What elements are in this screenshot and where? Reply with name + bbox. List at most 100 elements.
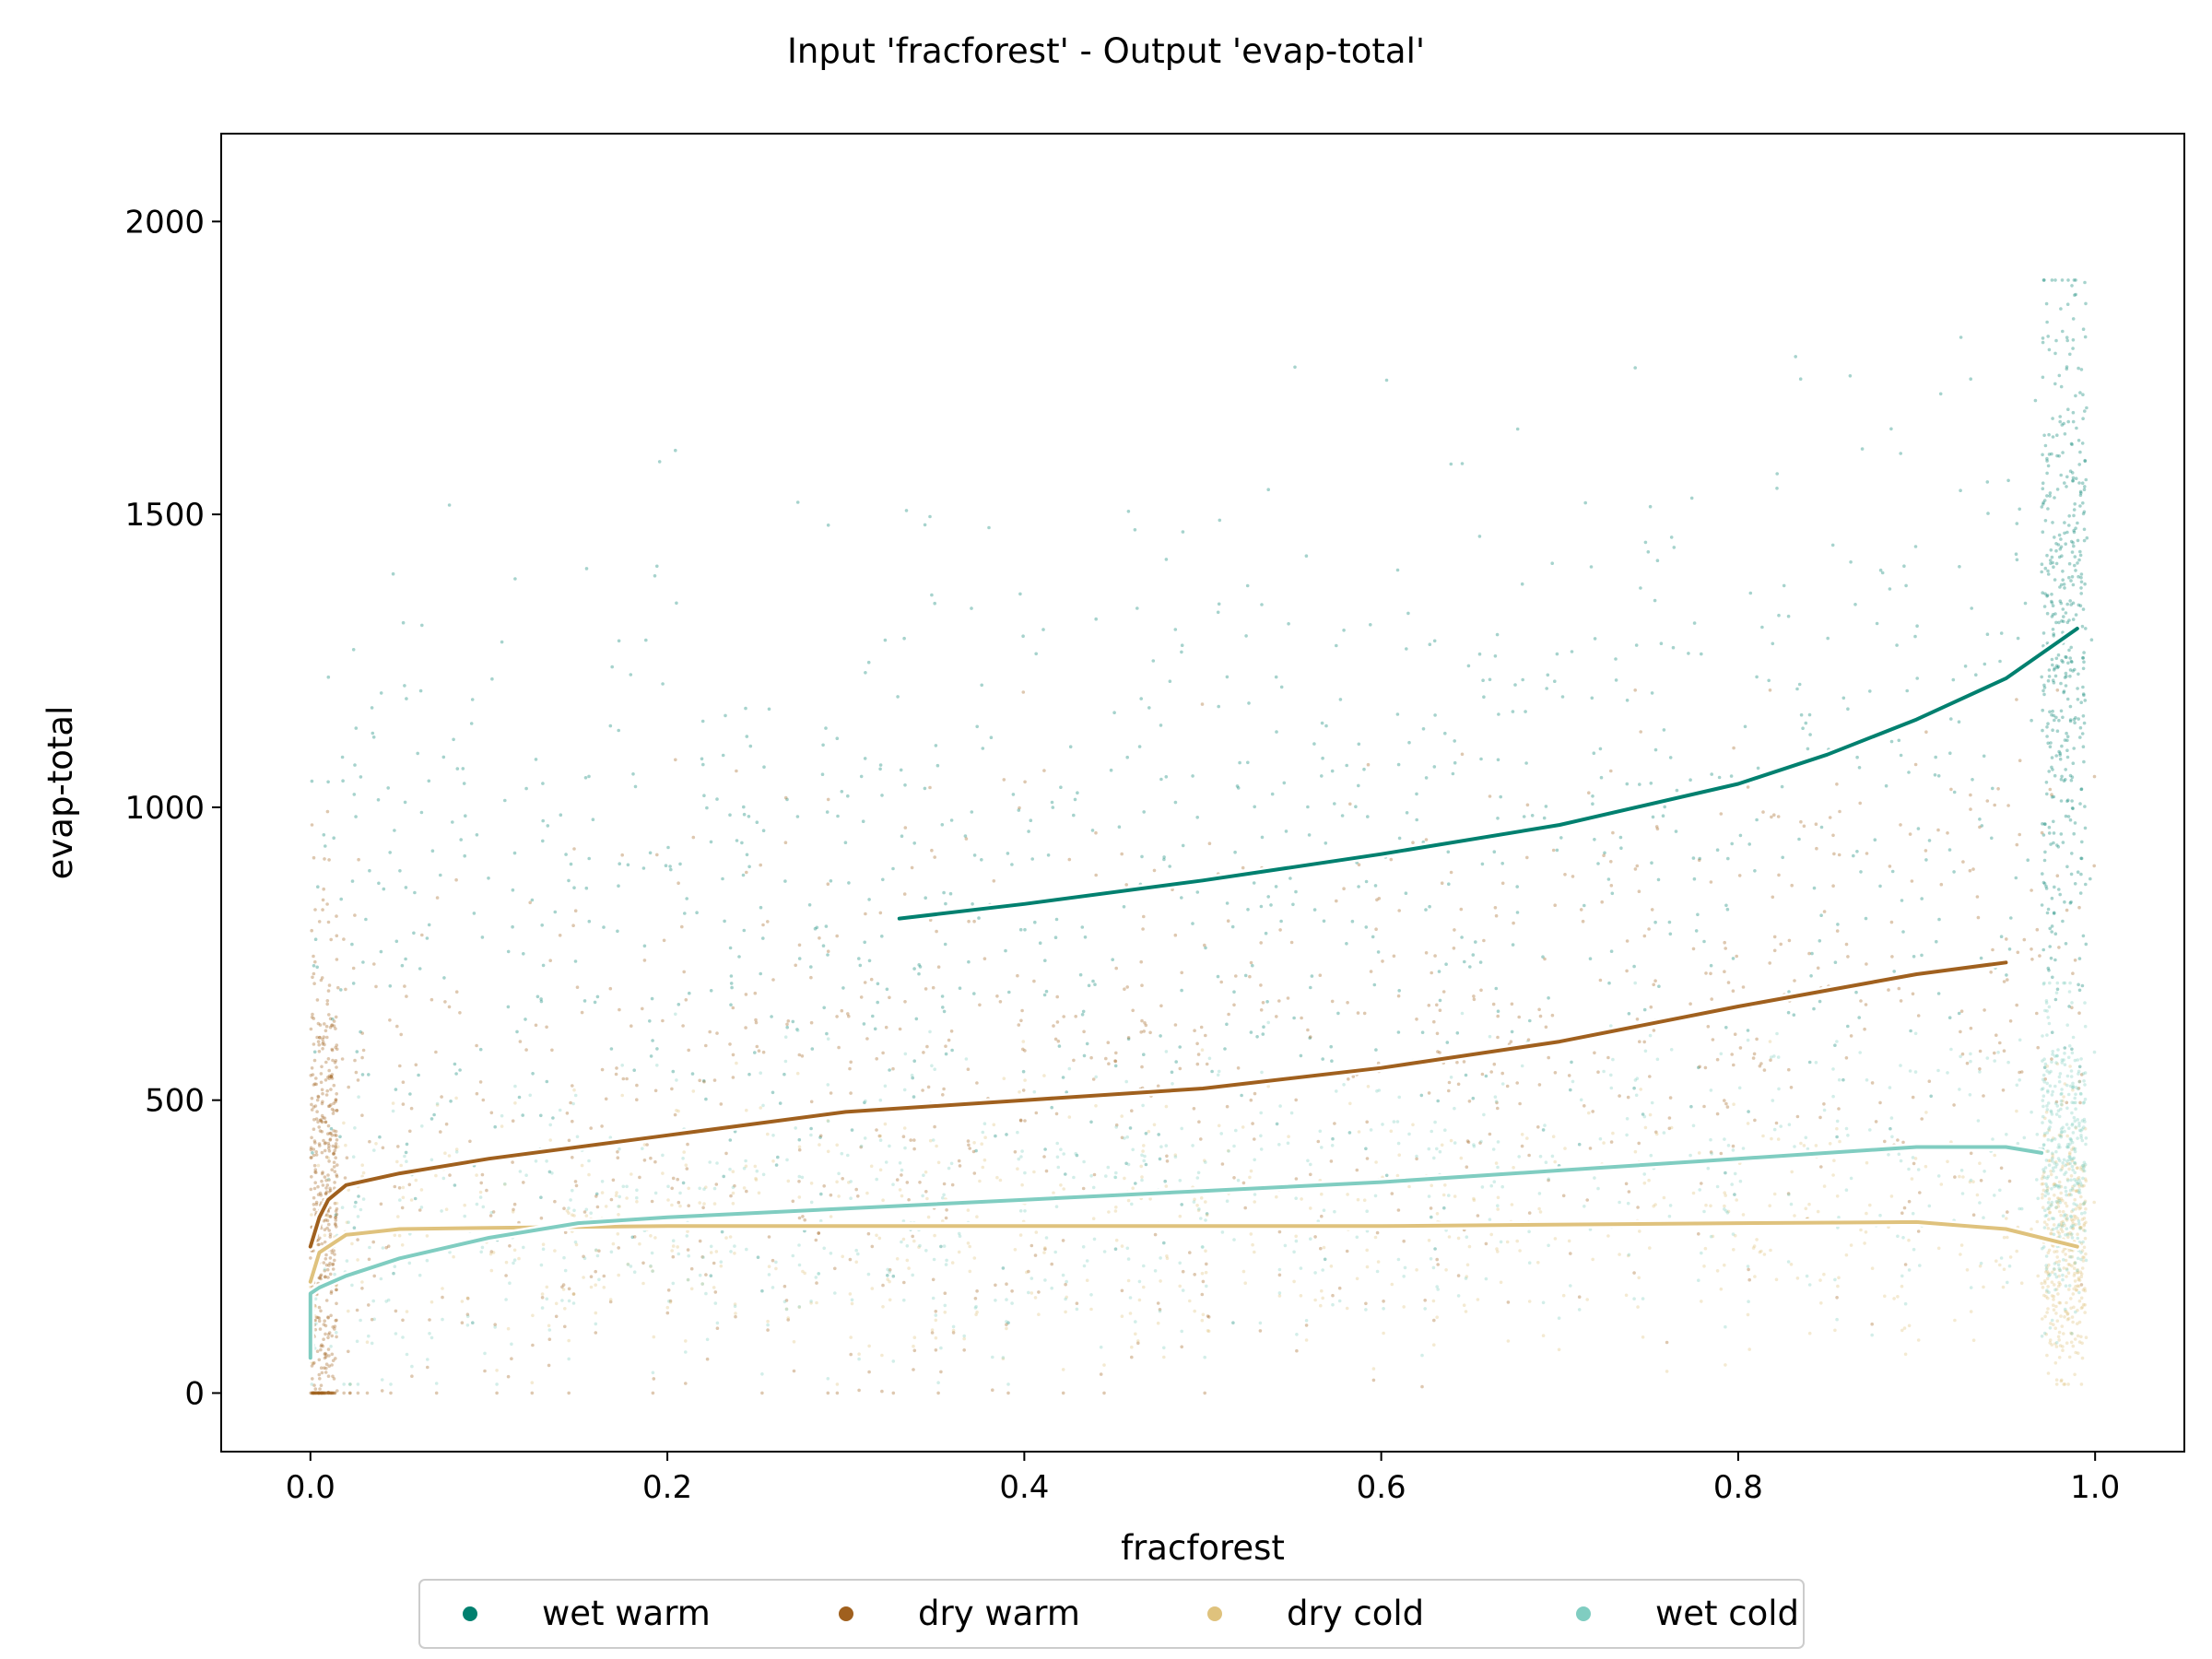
scatter-point: [2070, 1187, 2075, 1191]
scatter-point: [900, 1194, 904, 1198]
scatter-point: [2062, 1095, 2065, 1099]
scatter-point: [1636, 1206, 1640, 1209]
scatter-point: [1355, 1277, 1359, 1281]
scatter-point: [1553, 679, 1557, 683]
scatter-point: [2080, 1356, 2085, 1360]
scatter-point: [2082, 1222, 2087, 1226]
scatter-point: [1952, 1103, 1956, 1107]
scatter-point: [2047, 1290, 2051, 1294]
scatter-point: [1371, 1367, 1376, 1371]
scatter-point: [1905, 688, 1909, 693]
scatter-point: [323, 1267, 327, 1271]
scatter-point: [1808, 733, 1812, 736]
scatter-point: [2082, 1160, 2087, 1165]
scatter-point: [1609, 860, 1613, 864]
scatter-point: [2071, 618, 2076, 621]
scatter-point: [539, 997, 543, 1001]
scatter-point: [324, 1155, 329, 1159]
scatter-point: [1432, 639, 1437, 643]
scatter-point: [2054, 1288, 2059, 1291]
scatter-point: [2045, 1065, 2050, 1068]
scatter-point: [2074, 1189, 2078, 1193]
scatter-point: [2050, 1057, 2053, 1061]
scatter-point: [1888, 1086, 1892, 1089]
scatter-point: [2041, 1245, 2046, 1249]
scatter-point: [365, 1391, 370, 1395]
scatter-point: [1089, 1120, 1093, 1124]
scatter-point: [785, 1022, 789, 1027]
scatter-point: [2053, 1183, 2058, 1187]
scatter-point: [1320, 1288, 1324, 1293]
scatter-point: [2070, 1147, 2074, 1152]
scatter-point: [1465, 1165, 1469, 1169]
scatter-point: [1583, 500, 1587, 505]
scatter-point: [685, 897, 688, 900]
scatter-point: [334, 1098, 338, 1102]
scatter-point: [1697, 1278, 1700, 1282]
scatter-point: [1636, 1305, 1640, 1309]
scatter-point: [899, 768, 903, 772]
scatter-point: [2067, 648, 2071, 653]
scatter-point: [875, 1128, 878, 1132]
scatter-point: [2082, 1202, 2087, 1206]
scatter-point: [550, 1171, 554, 1175]
scatter-point: [2052, 1223, 2056, 1227]
scatter-point: [511, 1160, 514, 1164]
scatter-point: [323, 1240, 327, 1244]
scatter-point: [1667, 1214, 1672, 1218]
scatter-point: [311, 1012, 314, 1017]
scatter-point: [321, 908, 324, 912]
scatter-point: [1946, 1071, 1949, 1075]
scatter-point: [930, 848, 934, 853]
scatter-point: [2079, 700, 2083, 704]
scatter-point: [1902, 1326, 1907, 1330]
scatter-point: [2059, 1134, 2064, 1137]
scatter-point: [455, 767, 460, 771]
scatter-point: [1201, 1245, 1205, 1249]
scatter-point: [2050, 793, 2053, 796]
scatter-point: [1844, 942, 1849, 947]
scatter-point: [347, 1188, 351, 1192]
scatter-point: [512, 1207, 515, 1212]
scatter-point: [1611, 1057, 1615, 1062]
scatter-point: [2084, 1220, 2088, 1225]
scatter-point: [1178, 1261, 1182, 1265]
scatter-point: [2060, 1088, 2064, 1091]
scatter-point: [2051, 613, 2055, 617]
scatter-point: [2036, 1196, 2040, 1201]
scatter-point: [327, 1391, 332, 1395]
scatter-point: [1061, 1239, 1065, 1242]
scatter-point: [2065, 674, 2068, 678]
scatter-point: [2078, 735, 2082, 739]
scatter-point: [1104, 1056, 1108, 1061]
scatter-point: [2054, 1345, 2059, 1348]
scatter-point: [2067, 575, 2071, 580]
scatter-point: [1277, 1273, 1282, 1277]
scatter-point: [359, 1030, 362, 1034]
scatter-point: [2070, 806, 2075, 810]
scatter-point: [2054, 1200, 2058, 1204]
scatter-point: [426, 1358, 429, 1361]
scatter-point: [2052, 1227, 2055, 1231]
scatter-point: [2074, 1092, 2077, 1097]
scatter-point: [310, 1156, 313, 1159]
scatter-point: [1159, 1034, 1162, 1038]
scatter-point: [2018, 1078, 2021, 1082]
scatter-point: [2057, 749, 2061, 754]
scatter-point: [2078, 802, 2082, 806]
scatter-point: [444, 1207, 449, 1211]
scatter-point: [2070, 1264, 2074, 1268]
scatter-point: [1835, 782, 1839, 786]
scatter-point: [2059, 1130, 2064, 1135]
scatter-point: [1206, 1315, 1211, 1319]
scatter-point: [1789, 1086, 1794, 1089]
scatter-point: [1205, 1262, 1208, 1266]
scatter-point: [1141, 1103, 1145, 1108]
scatter-point: [968, 1269, 972, 1274]
scatter-point: [1527, 1300, 1532, 1303]
scatter-point: [1430, 1129, 1433, 1134]
scatter-point: [2082, 538, 2087, 543]
scatter-point: [328, 1188, 333, 1193]
scatter-point: [314, 1082, 319, 1087]
